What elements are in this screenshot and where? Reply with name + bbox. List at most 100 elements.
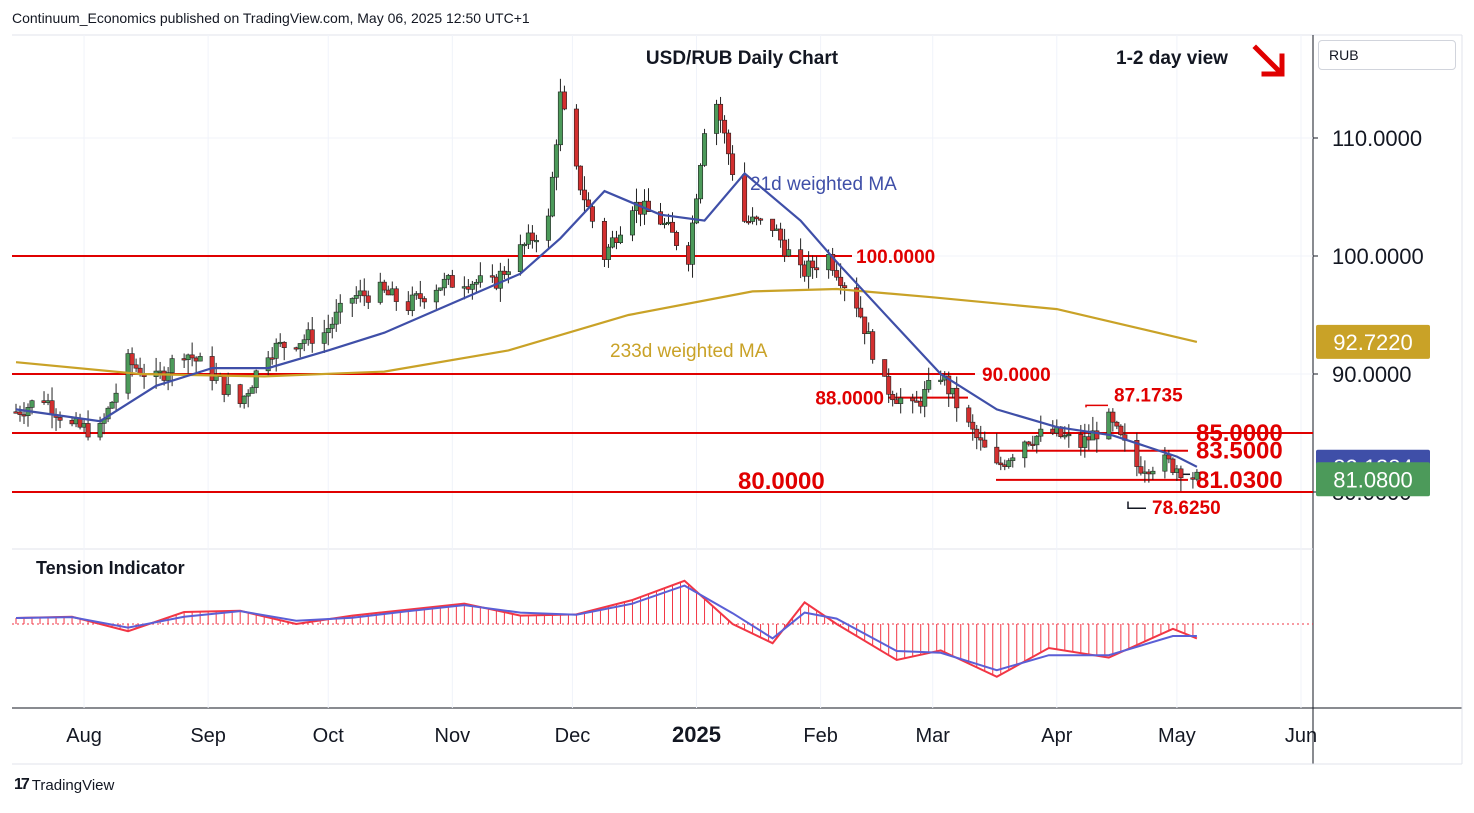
candle-body	[57, 417, 63, 421]
price-badge	[1316, 324, 1430, 359]
candle-body	[1026, 441, 1032, 445]
candle-body	[533, 240, 539, 243]
candle-body	[473, 281, 479, 285]
candle-body	[698, 165, 704, 200]
candle-body	[361, 290, 367, 297]
candle-body	[605, 246, 611, 260]
marker-connector	[1085, 404, 1108, 408]
candle-body	[241, 395, 247, 404]
candle-body	[417, 293, 423, 299]
candle-body	[617, 234, 623, 243]
candle-body	[129, 353, 135, 366]
level-label: 78.6250	[1152, 498, 1221, 519]
candle-body	[862, 316, 868, 335]
candle-body	[553, 144, 559, 178]
candle-body	[778, 228, 784, 241]
candle-body	[1034, 435, 1040, 446]
candle-body	[1134, 440, 1140, 467]
x-tick-label: Mar	[915, 725, 950, 747]
candle-body	[349, 298, 355, 304]
candle-body	[966, 407, 972, 423]
candle-body	[670, 221, 676, 233]
x-tick-label: Dec	[555, 725, 591, 747]
tradingview-logo-icon: 17	[14, 776, 30, 793]
candle-body	[882, 359, 888, 377]
candle-body	[858, 307, 864, 318]
candle-body	[421, 298, 427, 303]
candle-body	[718, 103, 724, 121]
candle-body	[694, 198, 700, 224]
candle-body	[1010, 457, 1016, 461]
candle-body	[806, 260, 812, 277]
candle-body	[281, 341, 287, 348]
candle-body	[365, 295, 371, 303]
candle-body	[838, 276, 844, 286]
candle-body	[409, 294, 415, 311]
ma21-line	[15, 171, 1198, 468]
osc-title: Tension Indicator	[36, 558, 185, 578]
candle-body	[926, 380, 932, 390]
y-tick-label: 90.0000	[1332, 362, 1412, 387]
candle-body	[946, 375, 952, 395]
candle-body	[497, 270, 503, 289]
candle-body	[910, 397, 916, 402]
candle-body	[1138, 466, 1144, 474]
candle-body	[49, 400, 55, 415]
candle-body	[189, 354, 195, 359]
candle-body	[301, 339, 307, 344]
candle-body	[477, 275, 483, 283]
candle-body	[133, 364, 139, 369]
x-tick-label: May	[1158, 725, 1196, 747]
x-tick-label: Sep	[190, 725, 226, 747]
candle-body	[29, 400, 35, 408]
candle-body	[545, 215, 551, 241]
candle-body	[377, 281, 383, 303]
candle-body	[998, 462, 1004, 466]
candle-body	[561, 91, 567, 110]
candle-body	[1006, 460, 1012, 467]
candle-body	[297, 343, 303, 350]
candle-body	[834, 270, 840, 278]
candle-body	[1162, 454, 1168, 472]
candle-body	[629, 210, 635, 236]
candle-body	[842, 285, 848, 289]
currency-selector[interactable]: RUB	[1318, 40, 1456, 70]
candle-body	[85, 423, 91, 438]
y-tick-label: 100.0000	[1332, 244, 1424, 269]
view-note: 1-2 day view	[1116, 48, 1228, 69]
x-tick-label: 2025	[672, 722, 721, 747]
marker-connector	[1127, 501, 1146, 509]
candle-body	[113, 392, 119, 403]
candle-body	[437, 287, 443, 291]
footer-brand: 17 TradingView	[14, 776, 114, 794]
candle-body	[898, 397, 904, 404]
ma233-label: 233d weighted MA	[610, 341, 768, 362]
candle-body	[810, 260, 816, 269]
candle-body	[1178, 468, 1184, 479]
candle-body	[742, 174, 748, 222]
level-label: 81.0300	[1196, 467, 1283, 494]
candle-body	[549, 176, 555, 217]
ma21-label: 21d weighted MA	[750, 174, 897, 195]
candle-body	[249, 387, 255, 394]
candle-body	[1114, 421, 1120, 427]
price-badge-label: 81.0800	[1333, 467, 1413, 492]
candle-body	[1194, 471, 1200, 480]
candle-body	[1118, 425, 1124, 436]
candle-body	[441, 278, 447, 289]
level-label: 88.0000	[815, 389, 884, 410]
x-tick-label: Jun	[1285, 725, 1317, 747]
candle-body	[974, 428, 980, 439]
candle-body	[321, 332, 327, 344]
chart-title: USD/RUB Daily Chart	[646, 48, 839, 69]
candle-body	[1170, 458, 1176, 473]
candle-body	[253, 370, 259, 388]
candle-body	[329, 323, 335, 329]
candle-body	[870, 331, 876, 360]
level-label: 83.5000	[1196, 438, 1283, 465]
candle-body	[730, 153, 736, 175]
candle-body	[1082, 436, 1088, 448]
candle-body	[674, 232, 680, 246]
